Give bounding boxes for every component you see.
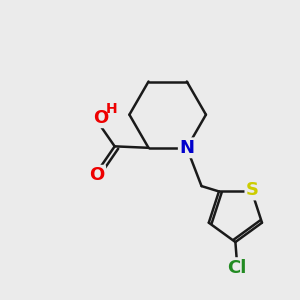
Text: S: S bbox=[246, 181, 259, 199]
Text: N: N bbox=[179, 139, 194, 157]
Text: O: O bbox=[89, 166, 105, 184]
Text: Cl: Cl bbox=[227, 259, 247, 277]
Text: H: H bbox=[106, 102, 118, 116]
Text: O: O bbox=[93, 109, 109, 127]
